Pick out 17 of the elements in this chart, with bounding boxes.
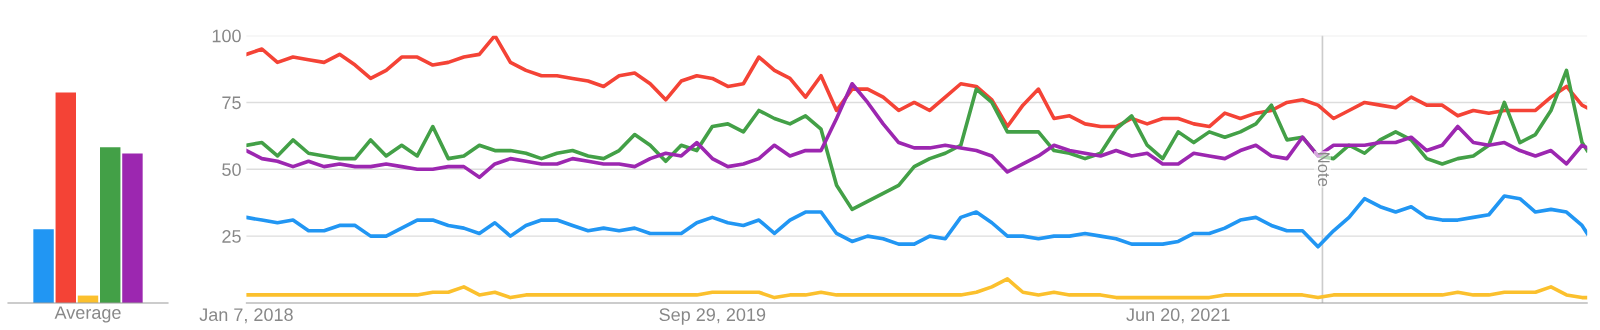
y-tick-label: 50: [222, 163, 241, 177]
line-series: [246, 68, 1588, 212]
y-tick-label: 75: [222, 96, 241, 110]
x-tick-label: Sep 29, 2019: [659, 308, 766, 325]
x-axis-title: Average: [54, 306, 121, 323]
bar: [122, 153, 143, 303]
line-series: [246, 194, 1588, 249]
ref-line-label: Note: [1317, 153, 1330, 187]
bar: [55, 92, 76, 303]
x-tick-label: Jun 20, 2021: [1126, 308, 1230, 324]
y-tick-label: 25: [222, 230, 241, 243]
line-series: [246, 35, 1588, 129]
bar: [100, 147, 121, 303]
y-tick-label: 100: [212, 29, 241, 43]
x-tick-label: Jan 7, 2018: [199, 308, 293, 324]
line-series: [246, 277, 1588, 300]
bar: [33, 229, 54, 303]
